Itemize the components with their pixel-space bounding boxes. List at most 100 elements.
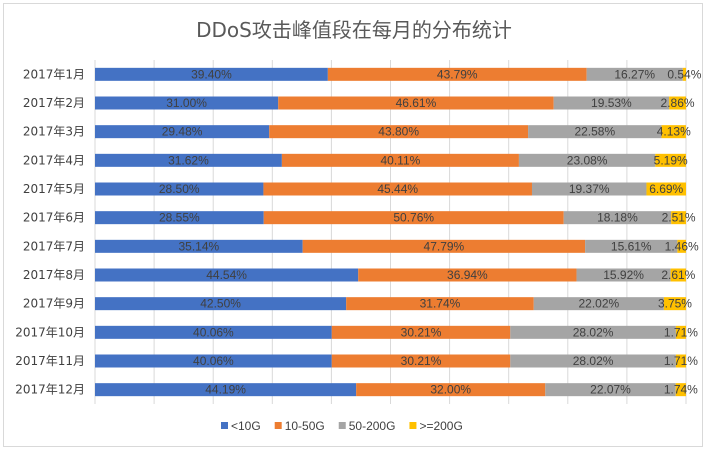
data-label: 47.79% bbox=[424, 239, 465, 253]
bar-segment bbox=[675, 325, 686, 339]
bar-segment bbox=[263, 211, 564, 225]
bar-segment bbox=[95, 325, 332, 339]
data-label: 18.18% bbox=[597, 211, 638, 225]
category-label: 2017年9月 bbox=[23, 297, 85, 311]
category-label: 2017年4月 bbox=[23, 153, 85, 167]
chart-frame: DDoS攻击峰值段在每月的分布统计 2017年1月 2017年2月 2017年3月 2… bbox=[3, 3, 703, 447]
data-labels: 39.40% 43.79% 16.27% 0.54% 31.00% 46.61% 19.53… bbox=[159, 67, 702, 396]
data-label: 22.02% bbox=[578, 297, 619, 311]
data-label: 23.08% bbox=[567, 153, 608, 167]
data-label: 46.61% bbox=[396, 96, 437, 110]
bar-segment bbox=[95, 182, 264, 196]
data-label: 31.62% bbox=[168, 153, 209, 167]
bar-segment bbox=[95, 239, 303, 253]
bar-segment bbox=[677, 239, 686, 253]
category-label: 2017年8月 bbox=[23, 268, 85, 282]
bar-segment bbox=[675, 383, 686, 397]
data-label: 31.74% bbox=[420, 297, 461, 311]
bar-segment bbox=[586, 67, 683, 81]
bar-segment bbox=[95, 96, 279, 110]
bar-segment bbox=[533, 297, 664, 311]
bar-segment bbox=[95, 125, 270, 139]
data-label: 2.86% bbox=[661, 96, 695, 110]
category-label: 2017年6月 bbox=[23, 211, 85, 225]
data-label: 1.46% bbox=[665, 239, 699, 253]
category-label: 2017年10月 bbox=[15, 325, 85, 339]
gridlines bbox=[94, 60, 687, 404]
data-label: 40.11% bbox=[380, 153, 420, 167]
category-label: 2017年1月 bbox=[23, 67, 85, 81]
data-label: 50.76% bbox=[393, 211, 434, 225]
bar-segment bbox=[95, 297, 347, 311]
stacked-bar-chart: DDoS攻击峰值段在每月的分布统计 2017年1月2017年2月2017年3月2… bbox=[15, 18, 702, 433]
data-label: 28.50% bbox=[159, 182, 200, 196]
data-label: 15.61% bbox=[611, 239, 652, 253]
chart-title: DDoS攻击峰值段在每月的分布统计 bbox=[196, 18, 512, 42]
bar-segment bbox=[281, 153, 519, 167]
data-label: 6.69% bbox=[649, 182, 683, 196]
data-label: 0.54% bbox=[667, 67, 701, 81]
category-label: 2017年7月 bbox=[23, 239, 85, 253]
data-label: 31.00% bbox=[166, 96, 207, 110]
bar-segment bbox=[95, 354, 332, 368]
data-label: 5.19% bbox=[654, 153, 688, 167]
legend-label: >=200G bbox=[419, 419, 462, 433]
data-label: 3.75% bbox=[658, 297, 692, 311]
bar-segment bbox=[576, 268, 671, 282]
legend-label: 10-50G bbox=[285, 419, 325, 433]
bar-segment bbox=[518, 153, 656, 167]
bar-segment bbox=[95, 268, 359, 282]
data-label: 45.44% bbox=[377, 182, 418, 196]
bar-segment bbox=[302, 239, 586, 253]
category-label: 2017年2月 bbox=[23, 96, 85, 110]
category-labels: 2017年1月 2017年2月 2017年3月 2017年4月 2017年5月 2017年… bbox=[15, 67, 85, 396]
category-label: 2017年3月 bbox=[23, 125, 85, 139]
bar-segment bbox=[663, 297, 687, 311]
bar-segment bbox=[95, 153, 282, 167]
bar-segment bbox=[358, 268, 577, 282]
bar-segment bbox=[278, 96, 554, 110]
data-label: 19.37% bbox=[569, 182, 610, 196]
data-label: 1.71% bbox=[664, 325, 698, 339]
bar-segment bbox=[670, 268, 687, 282]
category-label: 2017年5月 bbox=[23, 182, 85, 196]
category-label: 2017年11月 bbox=[15, 354, 85, 368]
data-label: 42.50% bbox=[200, 297, 241, 311]
legend-label: <10G bbox=[231, 419, 261, 433]
data-label: 1.71% bbox=[664, 354, 698, 368]
bar-segment bbox=[545, 383, 676, 397]
bar-segment bbox=[95, 383, 357, 397]
data-label: 43.80% bbox=[378, 125, 419, 139]
bar-segment bbox=[95, 67, 328, 81]
bar-segment bbox=[331, 354, 511, 368]
bar-segment bbox=[510, 325, 676, 339]
data-label: 39.40% bbox=[191, 67, 232, 81]
bar-segment bbox=[528, 125, 662, 139]
legend-swatch bbox=[409, 422, 417, 429]
data-label: 44.54% bbox=[206, 268, 247, 282]
data-label: 40.06% bbox=[193, 325, 234, 339]
bars bbox=[95, 67, 687, 397]
legend-swatch bbox=[221, 422, 228, 429]
bar-segment bbox=[263, 182, 532, 196]
data-label: 1.74% bbox=[664, 383, 698, 397]
bar-segment bbox=[356, 383, 546, 397]
bar-segment bbox=[331, 325, 511, 339]
data-label: 4.13% bbox=[657, 125, 691, 139]
data-label: 32.00% bbox=[430, 383, 471, 397]
data-label: 44.19% bbox=[205, 383, 246, 397]
data-label: 2.61% bbox=[661, 268, 695, 282]
category-label: 2017年12月 bbox=[15, 383, 85, 397]
bar-segment bbox=[95, 211, 264, 225]
bar-segment bbox=[269, 125, 529, 139]
data-label: 35.14% bbox=[178, 239, 219, 253]
bar-segment bbox=[669, 96, 686, 110]
data-label: 40.06% bbox=[193, 354, 234, 368]
bar-segment bbox=[655, 153, 686, 167]
bar-segment bbox=[682, 67, 686, 81]
bar-segment bbox=[563, 211, 672, 225]
legend-swatch bbox=[338, 422, 346, 429]
data-label: 16.27% bbox=[614, 67, 655, 81]
data-label: 30.21% bbox=[401, 354, 442, 368]
data-label: 22.58% bbox=[574, 125, 615, 139]
